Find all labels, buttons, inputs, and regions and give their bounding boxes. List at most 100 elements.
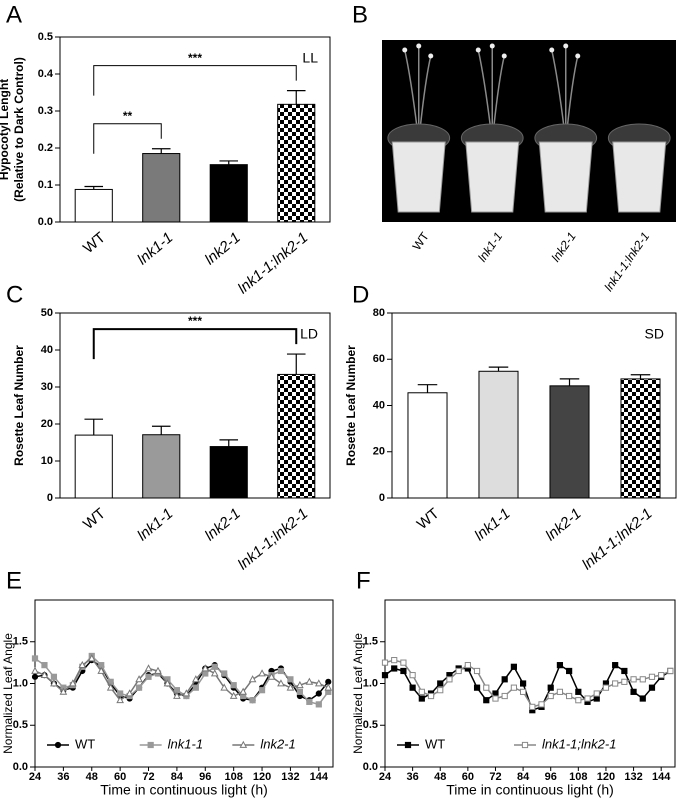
marker	[538, 701, 545, 708]
marker	[648, 673, 656, 680]
marker	[501, 676, 508, 683]
marker	[41, 662, 48, 669]
photo-label: lnk1-1;lnk2-1	[601, 230, 652, 294]
x-tick-label: lnk2-1	[202, 229, 244, 268]
marker	[306, 698, 313, 705]
marker	[381, 659, 389, 666]
marker	[248, 675, 257, 683]
marker	[630, 676, 637, 683]
flower	[402, 47, 408, 53]
marker	[639, 695, 646, 702]
legend-label: WT	[425, 736, 445, 751]
condition-label: LL	[302, 50, 318, 66]
marker	[593, 695, 600, 702]
marker	[287, 676, 294, 683]
significance-label: **	[123, 109, 133, 123]
marker	[400, 659, 407, 666]
y-axis-title: Normalized Leaf Angle	[1, 633, 15, 754]
significance-label: ***	[188, 51, 202, 65]
x-tick-label: lnk2-1	[202, 505, 244, 544]
legend-marker	[404, 741, 412, 749]
marker	[314, 679, 323, 687]
bar	[209, 164, 248, 223]
photo-label: WT	[410, 229, 433, 253]
legend-label: lnk1-1	[168, 736, 203, 751]
y-tick-label: 0.0	[13, 761, 28, 773]
marker	[473, 684, 481, 691]
marker	[418, 688, 425, 695]
marker	[437, 687, 444, 694]
series-line	[34, 654, 329, 706]
panel-letter: C	[6, 281, 23, 308]
marker	[258, 687, 266, 694]
legend-label: lnk1-1;lnk2-1	[542, 736, 616, 751]
marker	[191, 675, 200, 683]
marker	[97, 666, 106, 674]
marker	[50, 673, 58, 680]
condition-label: LD	[300, 326, 318, 342]
marker	[220, 683, 229, 691]
marker	[315, 690, 322, 697]
marker	[418, 695, 425, 702]
x-tick-label: 84	[171, 771, 184, 783]
marker	[437, 680, 444, 687]
bar	[620, 378, 661, 499]
y-tick-label: 10	[41, 455, 53, 467]
panel-letter: A	[6, 1, 22, 28]
x-tick-label: 120	[253, 771, 271, 783]
marker	[391, 665, 398, 672]
significance-label: ***	[188, 314, 202, 328]
x-tick-label: 84	[517, 771, 530, 783]
marker	[391, 657, 398, 664]
y-tick-label: 0.5	[13, 719, 28, 731]
y-tick-label: 1.0	[13, 677, 28, 689]
y-tick-label: 1.5	[13, 636, 28, 648]
marker	[201, 664, 210, 672]
marker	[381, 672, 389, 679]
marker	[409, 672, 416, 679]
marker	[230, 682, 237, 689]
x-tick-label: 36	[406, 771, 418, 783]
marker	[106, 683, 115, 691]
marker	[427, 692, 435, 700]
marker	[267, 672, 276, 680]
y-tick-label: 80	[373, 307, 385, 319]
y-tick-label: 0.5	[38, 31, 53, 43]
y-axis-title: Rosette Leaf Number	[344, 345, 358, 466]
marker	[135, 675, 143, 683]
marker	[464, 662, 471, 669]
marker	[154, 666, 162, 674]
marker	[59, 687, 68, 695]
flower	[489, 43, 495, 49]
y-tick-label: 60	[373, 353, 385, 365]
marker	[277, 679, 285, 687]
marker	[135, 684, 143, 691]
x-tick-label: 132	[624, 771, 642, 783]
marker	[192, 684, 199, 691]
x-tick-label: 24	[379, 771, 392, 783]
legend-marker	[54, 741, 62, 749]
series-line	[384, 664, 671, 712]
marker	[145, 673, 152, 680]
x-tick-label: 108	[224, 771, 242, 783]
condition-label: SD	[645, 326, 664, 342]
x-tick-label: 48	[434, 771, 446, 783]
marker	[584, 695, 591, 702]
pot	[391, 141, 446, 213]
marker	[658, 672, 665, 679]
marker	[249, 697, 256, 704]
marker	[182, 689, 191, 697]
marker	[510, 663, 517, 670]
flower	[475, 47, 481, 53]
legend-marker	[147, 741, 154, 749]
bar	[277, 103, 316, 223]
x-tick-label: 48	[86, 771, 98, 783]
bar	[549, 385, 590, 499]
x-tick-label: lnk1-1	[134, 229, 176, 268]
marker	[621, 678, 628, 685]
marker	[31, 673, 39, 680]
marker	[296, 688, 303, 695]
y-tick-label: 20	[41, 418, 53, 430]
marker	[501, 692, 508, 700]
